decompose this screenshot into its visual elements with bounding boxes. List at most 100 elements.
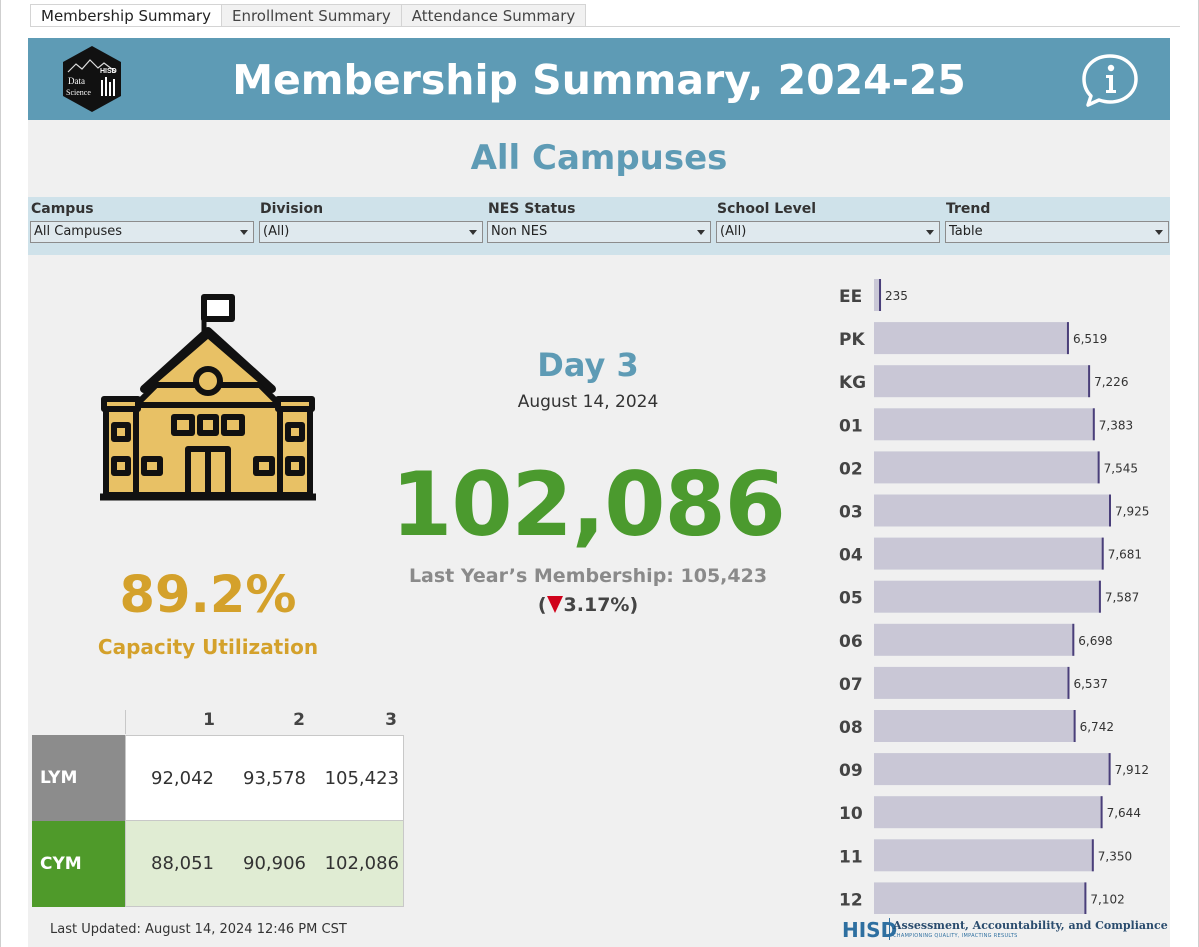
last-year-membership: Last Year’s Membership: 105,423 bbox=[408, 565, 768, 587]
row-label-lym: LYM bbox=[32, 735, 125, 821]
division-dropdown-value: (All) bbox=[263, 224, 290, 239]
last-updated: Last Updated: August 14, 2024 12:46 PM C… bbox=[50, 922, 347, 937]
bar-end-marker bbox=[1109, 494, 1111, 527]
filter-nes-status-label: NES Status bbox=[488, 201, 576, 217]
bar-PK[interactable] bbox=[874, 322, 1069, 355]
nes-status-dropdown[interactable]: Non NES bbox=[487, 221, 711, 243]
bar-end-marker bbox=[1101, 537, 1104, 570]
bar-value-label: 6,698 bbox=[1078, 634, 1112, 648]
hisd-data-science-logo-icon: HISD Data Science bbox=[63, 46, 121, 112]
bar-06[interactable] bbox=[874, 623, 1075, 656]
bar-value-label: 7,383 bbox=[1099, 418, 1133, 432]
table-cell: 105,423 bbox=[324, 768, 399, 789]
bar-value-label: 6,742 bbox=[1080, 720, 1114, 734]
tab-attendance-summary[interactable]: Attendance Summary bbox=[400, 4, 587, 27]
table-cell: 92,042 bbox=[151, 768, 214, 789]
table-cell: 88,051 bbox=[151, 853, 214, 874]
filter-campus: Campus All Campuses bbox=[28, 197, 254, 255]
filter-division: Division (All) bbox=[257, 197, 483, 255]
bar-value-label: 7,644 bbox=[1107, 806, 1141, 820]
footer-brand: HISD Assessment, Accountability, and Com… bbox=[842, 916, 1168, 942]
bar-category-label: 02 bbox=[839, 459, 863, 479]
chevron-down-icon bbox=[926, 230, 934, 235]
bar-KG[interactable] bbox=[874, 365, 1091, 398]
table-column-header-3: 3 bbox=[385, 710, 397, 730]
table-column-header-1: 1 bbox=[203, 710, 215, 730]
logo-science-text: Science bbox=[66, 88, 91, 97]
bar-end-marker bbox=[1100, 796, 1103, 829]
bar-12[interactable] bbox=[874, 882, 1087, 914]
bar-end-marker bbox=[1108, 753, 1111, 786]
bar-end-marker bbox=[1092, 408, 1095, 441]
bar-05[interactable] bbox=[874, 580, 1101, 613]
bar-category-label: 06 bbox=[839, 632, 863, 652]
bar-end-marker bbox=[1088, 365, 1091, 398]
bar-end-marker bbox=[1073, 710, 1076, 742]
campus-subtitle: All Campuses bbox=[470, 138, 728, 178]
current-membership-value: 102,086 bbox=[391, 453, 786, 556]
filter-nes-status: NES Status Non NES bbox=[485, 197, 711, 255]
filter-school-level-label: School Level bbox=[717, 201, 817, 217]
chevron-down-icon bbox=[697, 230, 705, 235]
bar-value-label: 235 bbox=[885, 289, 908, 303]
table-cell: 90,906 bbox=[243, 853, 306, 874]
bar-11[interactable] bbox=[874, 839, 1094, 872]
membership-trend-table: 1 2 3 LYM 92,042 93,578 105,423 CYM 88,0… bbox=[32, 710, 406, 908]
school-level-dropdown[interactable]: (All) bbox=[716, 221, 940, 243]
bar-category-label: PK bbox=[839, 330, 865, 350]
filter-division-label: Division bbox=[260, 201, 324, 217]
footer-divider bbox=[889, 918, 890, 940]
tab-enrollment-summary[interactable]: Enrollment Summary bbox=[220, 4, 402, 27]
trend-dropdown-value: Table bbox=[949, 224, 983, 239]
tab-divider bbox=[30, 26, 1180, 27]
bar-value-label: 7,587 bbox=[1105, 591, 1139, 605]
bar-end-marker bbox=[1091, 839, 1094, 872]
bar-category-label: 09 bbox=[839, 761, 863, 781]
campus-dropdown[interactable]: All Campuses bbox=[30, 221, 254, 243]
bar-07[interactable] bbox=[874, 666, 1070, 699]
bar-04[interactable] bbox=[874, 537, 1104, 570]
filter-bar: Campus All Campuses Division (All) NES S… bbox=[28, 197, 1170, 255]
day-date: August 14, 2024 bbox=[517, 392, 659, 412]
sheet-tabs: Membership Summary Enrollment Summary At… bbox=[30, 4, 587, 27]
bar-category-label: 08 bbox=[839, 718, 863, 738]
bar-end-marker bbox=[1098, 580, 1101, 613]
footer-hisd-logo: HISD bbox=[842, 918, 898, 942]
decrease-triangle-icon bbox=[546, 596, 563, 613]
change-percent: 3.17%) bbox=[563, 594, 639, 616]
bar-category-label: 11 bbox=[839, 847, 863, 867]
bar-02[interactable] bbox=[874, 451, 1100, 484]
nes-status-dropdown-value: Non NES bbox=[491, 224, 548, 239]
change-open-paren: ( bbox=[537, 594, 547, 616]
grade-membership-bar-chart: EE 235 PK 6,519 KG 7,226 01 7,383 02 7,545 03 7,925… bbox=[839, 279, 1149, 914]
bar-EE[interactable] bbox=[874, 279, 882, 311]
bar-category-label: KG bbox=[839, 373, 866, 393]
trend-dropdown[interactable]: Table bbox=[945, 221, 1169, 243]
bar-10[interactable] bbox=[874, 796, 1103, 829]
division-dropdown[interactable]: (All) bbox=[259, 221, 483, 243]
bar-01[interactable] bbox=[874, 408, 1095, 441]
bar-09[interactable] bbox=[874, 753, 1111, 786]
bar-category-label: 01 bbox=[839, 416, 863, 436]
logo-data-text: Data bbox=[68, 76, 85, 86]
bar-value-label: 7,102 bbox=[1090, 892, 1124, 906]
bar-category-label: 12 bbox=[839, 890, 863, 910]
bar-value-label: 6,519 bbox=[1073, 332, 1107, 346]
table-column-header-2: 2 bbox=[293, 710, 305, 730]
table-column-divider bbox=[125, 710, 126, 734]
row-cells-cym: 88,051 90,906 102,086 bbox=[125, 821, 404, 907]
bar-end-marker bbox=[1072, 623, 1075, 656]
bar-value-label: 7,350 bbox=[1098, 849, 1132, 863]
info-icon[interactable] bbox=[1080, 52, 1140, 108]
footer-tagline: CHAMPIONING QUALITY, IMPACTING RESULTS bbox=[893, 933, 1018, 939]
chevron-down-icon bbox=[469, 230, 477, 235]
table-cell: 93,578 bbox=[243, 768, 306, 789]
tab-membership-summary[interactable]: Membership Summary bbox=[30, 4, 222, 27]
footer-department: Assessment, Accountability, and Complian… bbox=[893, 919, 1168, 932]
bar-value-label: 7,681 bbox=[1108, 548, 1142, 562]
table-row-lym: LYM 92,042 93,578 105,423 bbox=[32, 735, 406, 821]
bar-value-label: 7,925 bbox=[1115, 505, 1149, 519]
bar-08[interactable] bbox=[874, 710, 1076, 742]
bar-03[interactable] bbox=[874, 494, 1111, 527]
